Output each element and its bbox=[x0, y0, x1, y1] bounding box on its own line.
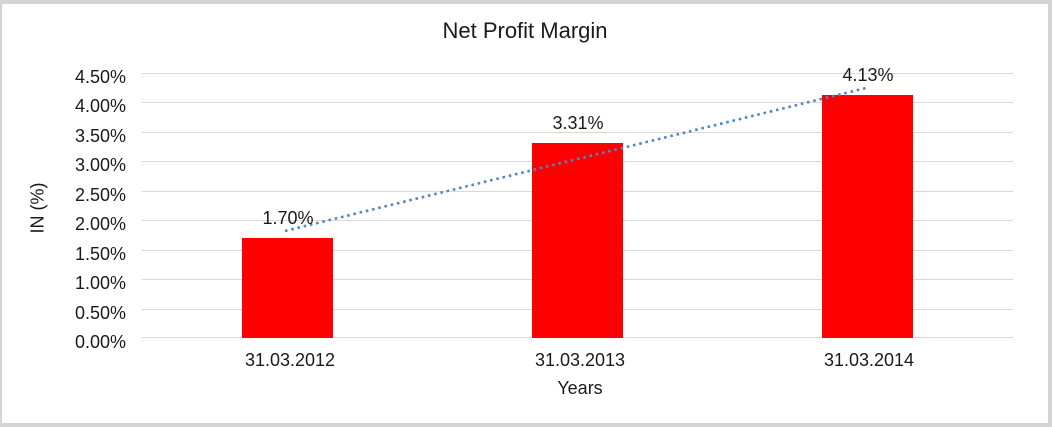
y-tick-label: 3.50% bbox=[74, 126, 126, 146]
bar-value-label: 4.13% bbox=[842, 65, 894, 85]
bar-value-label: 1.70% bbox=[262, 208, 314, 228]
chart-title: Net Profit Margin bbox=[442, 18, 608, 43]
y-tick-label: 3.00% bbox=[74, 155, 126, 175]
y-tick-label: 2.00% bbox=[74, 214, 126, 234]
bar bbox=[532, 143, 623, 338]
y-tick-label: 0.00% bbox=[74, 332, 126, 352]
y-tick-label: 0.50% bbox=[74, 303, 126, 323]
x-axis-title: Years bbox=[557, 378, 603, 398]
x-tick-label: 31.03.2012 bbox=[244, 350, 336, 370]
gridline bbox=[142, 73, 1013, 74]
y-tick-label: 1.50% bbox=[74, 244, 126, 264]
bar bbox=[242, 238, 333, 338]
plot-area: 1.70% 3.31% 4.13% bbox=[142, 65, 1013, 338]
y-tick-label: 2.50% bbox=[74, 185, 126, 205]
y-tick-label: 4.50% bbox=[74, 67, 126, 87]
x-tick-label: 31.03.2014 bbox=[823, 350, 915, 370]
bar bbox=[822, 95, 913, 338]
y-tick-label: 1.00% bbox=[74, 273, 126, 293]
y-tick-label: 4.00% bbox=[74, 96, 126, 116]
x-tick-label: 31.03.2013 bbox=[534, 350, 626, 370]
bar-value-label: 3.31% bbox=[552, 113, 604, 133]
